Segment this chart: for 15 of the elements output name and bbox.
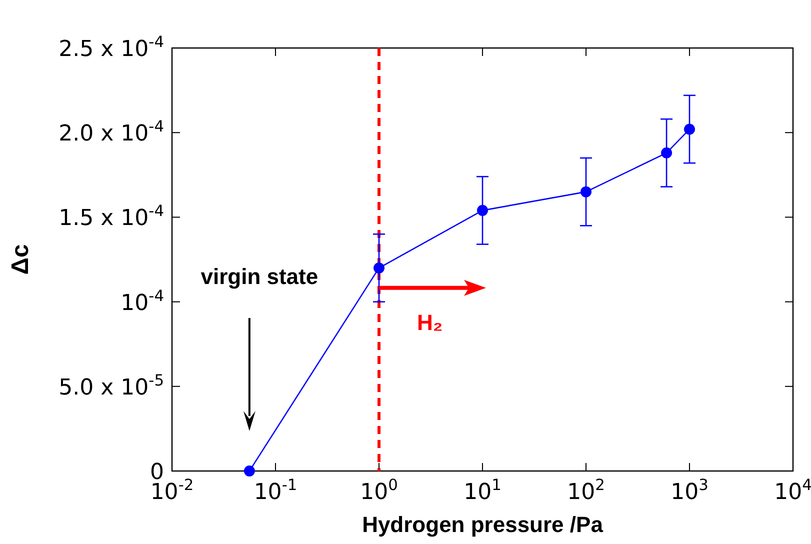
x-tick-label: 10$^{2}$ (567, 476, 605, 505)
y-tick-label: 10$^{-4}$ (120, 286, 164, 316)
y-tick-label: 2.5 x 10$^{-4}$ (58, 33, 164, 62)
annotation: virgin state (200, 264, 318, 289)
y-tick-label: 5.0 x 10$^{-5}$ (58, 371, 164, 400)
y-tick-label: 1.5 x 10$^{-4}$ (58, 202, 164, 232)
x-axis-title: Hydrogen pressure /Pa (362, 512, 604, 537)
x-tick-label: 10$^{1}$ (464, 476, 502, 505)
x-tick-label: 10$^{3}$ (670, 476, 708, 505)
x-tick-label: 10$^{0}$ (360, 476, 398, 505)
x-tick-label: 10$^{4}$ (774, 476, 811, 505)
y-tick-label: 2.0 x 10$^{-4}$ (58, 118, 164, 147)
annotation: H₂ (417, 310, 443, 335)
y-axis-title: Δc (7, 244, 34, 275)
x-tick-label: 10$^{-1}$ (254, 476, 298, 505)
